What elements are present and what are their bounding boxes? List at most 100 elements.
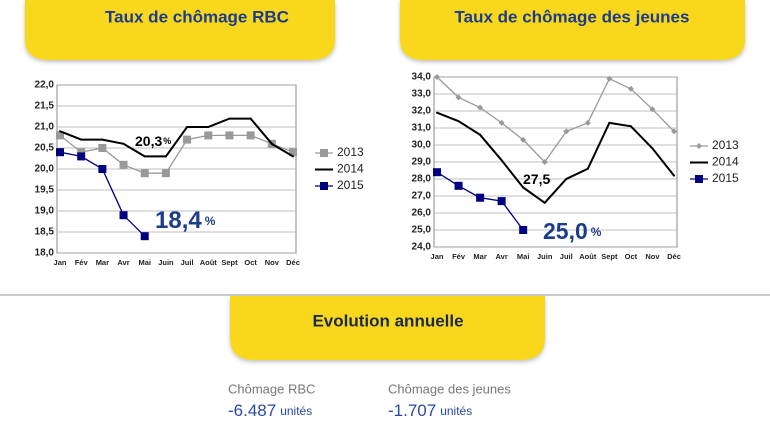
series-line [436, 76, 675, 164]
annotation: 27,5 [523, 171, 550, 187]
legend-marker [695, 175, 703, 183]
marker [228, 117, 231, 120]
y-tick-label: 19,5 [35, 185, 55, 196]
legend-marker [696, 143, 702, 149]
chart-title: Taux de chômage RBC [105, 7, 289, 26]
marker [98, 144, 107, 152]
marker [122, 142, 125, 145]
marker [541, 159, 548, 165]
annotation-unit: % [591, 225, 602, 239]
y-tick-label: 18,5 [35, 227, 55, 238]
x-tick-label: Juin [158, 258, 174, 267]
marker [183, 135, 192, 144]
stat-value: -1.707 unités [388, 401, 472, 420]
annotation-value: 20,3 [135, 133, 162, 149]
marker [436, 111, 438, 114]
y-tick-label: 18,0 [35, 248, 55, 259]
marker [457, 120, 460, 123]
y-tick-label: 20,0 [35, 164, 55, 175]
y-tick-label: 28,0 [412, 174, 432, 185]
x-tick-label: Oct [244, 258, 257, 267]
x-tick-label: Juil [181, 258, 194, 267]
marker [98, 165, 107, 173]
x-tick-label: Jan [54, 258, 67, 267]
marker [204, 131, 213, 140]
tab [400, 0, 745, 60]
annotation-value: 27,5 [523, 171, 550, 187]
marker [143, 155, 146, 158]
marker [77, 152, 86, 161]
x-tick-label: Fév [75, 258, 89, 267]
chart-title: Taux de chômage des jeunes [455, 7, 690, 26]
y-tick-label: 26,0 [412, 208, 432, 219]
x-tick-label: Mar [473, 252, 486, 261]
marker [563, 128, 570, 135]
annotation-unit: % [205, 214, 216, 228]
stat-label: Chômage des jeunes [388, 381, 511, 396]
x-tick-label: Juil [560, 252, 573, 261]
x-tick-label: Sept [221, 258, 238, 267]
marker [671, 128, 677, 135]
legend-label: 2014 [712, 155, 739, 169]
stat-value: -6.487 unités [228, 401, 312, 420]
marker [522, 186, 525, 189]
y-tick-label: 20,5 [35, 143, 55, 154]
annotation-unit: % [163, 136, 171, 146]
marker [119, 211, 128, 220]
x-tick-label: Avr [496, 252, 508, 261]
marker [455, 94, 462, 101]
x-tick-label: Mar [96, 258, 109, 267]
y-tick-label: 30,0 [412, 140, 432, 151]
y-tick-label: 32,0 [412, 106, 432, 117]
marker [77, 148, 86, 157]
y-tick-label: 24,0 [412, 242, 432, 253]
x-tick-label: Août [200, 258, 218, 267]
marker [651, 147, 654, 150]
marker [140, 232, 149, 241]
marker [433, 168, 441, 177]
marker [292, 155, 294, 158]
y-tick-label: 25,0 [412, 225, 432, 236]
marker [225, 131, 234, 140]
marker [164, 155, 167, 158]
marker [140, 169, 149, 178]
legend-marker [320, 182, 328, 190]
marker [80, 138, 83, 141]
marker [608, 121, 611, 124]
marker [497, 197, 506, 206]
marker [270, 142, 273, 145]
x-tick-label: Juin [537, 252, 553, 261]
series-line [59, 151, 146, 237]
y-tick-label: 34,0 [412, 72, 432, 83]
marker [477, 104, 484, 111]
marker [627, 85, 634, 92]
y-tick-label: 21,5 [35, 101, 55, 112]
x-tick-label: Déc [286, 258, 300, 267]
marker [673, 174, 675, 177]
annotation-value: 18,4 [155, 207, 202, 234]
y-tick-label: 22,0 [35, 80, 55, 91]
y-tick-label: 19,0 [35, 206, 55, 217]
marker [479, 133, 482, 136]
marker [606, 75, 613, 82]
marker [584, 119, 591, 126]
x-tick-label: Août [579, 252, 597, 261]
marker [476, 193, 485, 202]
marker [498, 119, 505, 126]
legend-label: 2015 [712, 171, 739, 185]
y-tick-label: 33,0 [412, 89, 432, 100]
marker [207, 126, 210, 128]
y-tick-label: 29,0 [412, 157, 432, 168]
marker [186, 126, 189, 128]
stat-label: Chômage RBC [228, 381, 315, 396]
marker [500, 159, 503, 162]
marker [649, 106, 656, 113]
marker [520, 136, 527, 143]
marker [119, 160, 128, 169]
marker [56, 131, 64, 140]
annotation-value: 25,0 [543, 218, 588, 244]
section-title: Evolution annuelle [312, 311, 463, 330]
marker [161, 169, 170, 178]
marker [629, 125, 632, 128]
